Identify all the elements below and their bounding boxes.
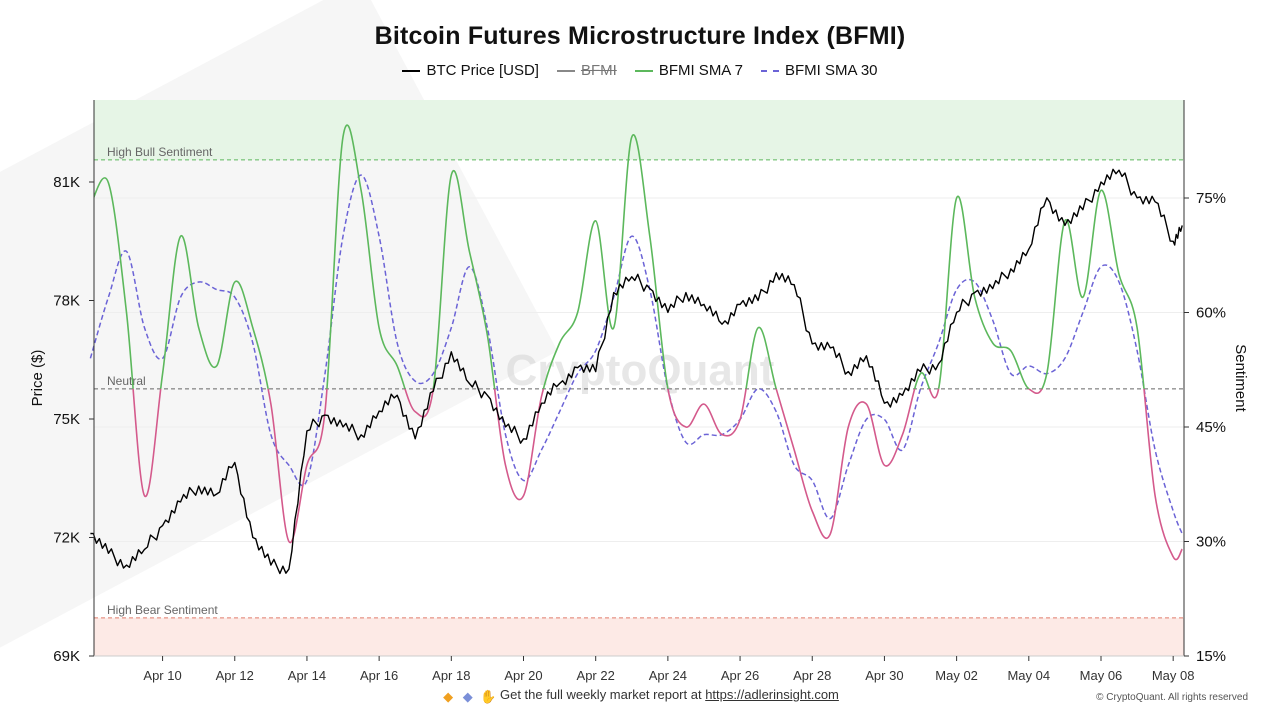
x-tick-label: Apr 20 — [504, 668, 542, 683]
y-right-tick-label: 30% — [1196, 534, 1226, 551]
footer-link[interactable]: https://adlerinsight.com — [705, 687, 839, 702]
x-tick-label: Apr 26 — [721, 668, 759, 683]
y-right-tick-label: 75% — [1196, 190, 1226, 207]
series-line-bfmi-sma-7-bear — [132, 388, 1183, 561]
chart-grid — [94, 197, 1184, 657]
x-tick-label: Apr 10 — [143, 668, 181, 683]
chart-axes: 69K 72K 75K 78K 81K 15% 30% 45% 60% 75% Apr 10 Apr … — [53, 100, 1226, 683]
y-left-tick-label: 75K — [53, 411, 80, 428]
y-left-tick-label: 78K — [53, 293, 80, 310]
x-tick-label: May 04 — [1007, 668, 1050, 683]
legend-swatch-bfmi — [556, 69, 575, 72]
threshold-label: Neutral — [107, 374, 146, 388]
threshold-label: High Bear Sentiment — [107, 603, 218, 617]
y-left-tick-label: 69K — [53, 648, 80, 665]
legend-label-btc-price: BTC Price [USD] — [426, 62, 539, 79]
legend-item-bfmi-sma-7[interactable]: BFMI SMA 7 — [634, 62, 743, 79]
x-tick-label: Apr 22 — [577, 668, 615, 683]
threshold-lines: High Bull Sentiment Neutral High Bear Sent… — [94, 145, 1184, 619]
y-left-tick-label: 72K — [53, 530, 80, 547]
x-tick-label: Apr 24 — [649, 668, 687, 683]
legend-item-bfmi[interactable]: BFMI — [556, 62, 617, 79]
y-right-tick-label: 60% — [1196, 305, 1226, 322]
sentiment-zones — [94, 100, 1184, 656]
legend-swatch-bfmi-sma-30 — [761, 69, 779, 72]
hands-icon: ✋ — [480, 688, 497, 704]
legend-label-bfmi-sma-30: BFMI SMA 30 — [785, 62, 878, 79]
footer: ◆ ◆ ✋ Get the full weekly market report … — [0, 687, 1280, 704]
series-layer — [89, 124, 1183, 575]
diamond-icon: ◆ — [443, 688, 454, 704]
bear-zone — [94, 617, 1184, 656]
x-tick-label: May 02 — [935, 668, 978, 683]
y-right-axis-label: Sentiment — [1232, 344, 1249, 412]
copyright-text: © CryptoQuant. All rights reserved — [1096, 692, 1248, 703]
threshold-label: High Bull Sentiment — [107, 145, 213, 159]
legend-item-btc-price[interactable]: BTC Price [USD] — [402, 62, 539, 79]
y-right-tick-label: 45% — [1196, 419, 1226, 436]
series-line-bfmi-sma-30 — [89, 174, 1183, 535]
legend-label-bfmi-sma-7: BFMI SMA 7 — [658, 62, 743, 79]
x-tick-label: Apr 28 — [793, 668, 831, 683]
legend-swatch-bfmi-sma-7 — [634, 69, 653, 72]
series-line-bfmi-sma-7-bull — [94, 124, 1145, 389]
x-tick-label: Apr 18 — [432, 668, 470, 683]
legend-swatch-btc-price — [402, 69, 421, 72]
series-line-btc-price — [90, 168, 1183, 575]
x-tick-label: Apr 14 — [288, 668, 326, 683]
chart-legend: BTC Price [USD] BFMI BFMI SMA 7 BFMI SMA… — [0, 62, 1280, 79]
x-tick-label: Apr 16 — [360, 668, 398, 683]
legend-label-bfmi: BFMI — [580, 62, 617, 79]
gem-icon: ◆ — [462, 688, 473, 704]
legend-item-bfmi-sma-30[interactable]: BFMI SMA 30 — [761, 62, 878, 79]
x-tick-label: Apr 12 — [216, 668, 254, 683]
footer-text: Get the full weekly market report at — [499, 687, 702, 702]
x-tick-label: May 08 — [1152, 668, 1195, 683]
x-tick-label: May 06 — [1080, 668, 1123, 683]
chart-title: Bitcoin Futures Microstructure Index (BF… — [374, 22, 906, 50]
y-left-tick-label: 81K — [53, 174, 80, 191]
y-left-axis-label: Price ($) — [29, 350, 46, 407]
watermark-text: CryptoQuant — [506, 346, 775, 395]
x-tick-label: Apr 30 — [865, 668, 903, 683]
y-right-tick-label: 15% — [1196, 648, 1226, 665]
